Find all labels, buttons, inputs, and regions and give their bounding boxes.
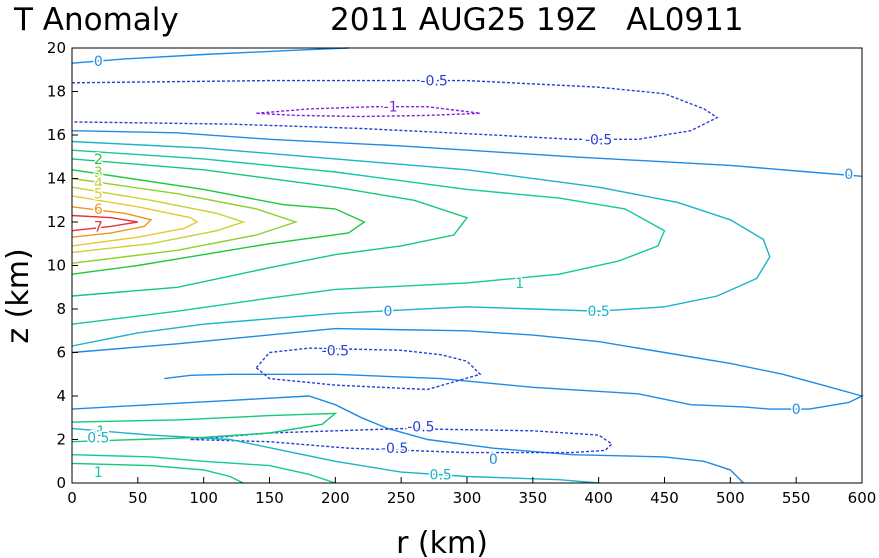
contour-label-13: 0 <box>384 304 393 320</box>
contour-label-22: 1 <box>94 465 103 481</box>
contour-label-10: 7 <box>94 219 103 235</box>
x-tick-label-400: 400 <box>584 489 613 507</box>
contour-line-10 <box>71 195 199 247</box>
x-tick-label-300: 300 <box>453 489 482 507</box>
y-tick-label-0: 0 <box>56 474 66 492</box>
x-tick-label-0: 0 <box>67 489 77 507</box>
contour-line-1 <box>71 79 719 141</box>
y-tick-label-12: 12 <box>47 213 66 231</box>
contour-layer <box>71 47 864 484</box>
contour-line-7 <box>71 169 366 275</box>
contour-line-15 <box>71 395 744 484</box>
contour-label-18: -0.5 <box>407 419 434 435</box>
contour-line-12 <box>71 214 138 232</box>
contour-line-2 <box>256 105 481 118</box>
y-tick-label-14: 14 <box>47 170 66 188</box>
contour-label-6: 3 <box>94 165 103 181</box>
contour-label-21: 0.5 <box>430 467 452 483</box>
contour-line-8 <box>71 177 299 264</box>
y-tick-label-18: 18 <box>47 83 66 101</box>
y-axis-label: z (km) <box>1 248 36 343</box>
contour-label-12: 0.5 <box>588 304 610 320</box>
contour-label-3: -0.5 <box>585 132 612 148</box>
y-axis: 0 2 4 6 8 10 12 14 16 18 20 <box>47 39 78 492</box>
contour-label-20: 0 <box>489 452 498 468</box>
contour-label-11: 1 <box>515 276 524 292</box>
contour-label-layer: 0-0.5-1-0.5023456710.50-0.50-10.5-0.5-0.… <box>86 53 855 485</box>
y-tick-label-2: 2 <box>56 431 66 449</box>
contour-label-7: 4 <box>94 176 103 192</box>
contour-line-6 <box>71 158 469 297</box>
contour-line-4 <box>71 140 771 347</box>
contour-label-1: -0.5 <box>420 74 447 90</box>
x-tick-label-250: 250 <box>387 489 416 507</box>
x-tick-label-50: 50 <box>128 489 147 507</box>
contour-line-0 <box>71 47 349 64</box>
contour-line-5 <box>71 149 666 325</box>
x-tick-label-450: 450 <box>650 489 679 507</box>
x-tick-label-500: 500 <box>716 489 745 507</box>
x-tick-label-100: 100 <box>189 489 218 507</box>
contour-label-16: -1 <box>91 424 105 440</box>
contour-label-5: 2 <box>94 152 103 168</box>
contour-line-9 <box>71 186 246 254</box>
contour-line-14 <box>255 347 482 391</box>
contour-line-3 <box>71 130 863 177</box>
y-tick-label-4: 4 <box>56 387 66 405</box>
x-tick-label-150: 150 <box>255 489 284 507</box>
contour-line-13 <box>71 327 864 410</box>
contour-line-18 <box>71 454 336 484</box>
contour-label-15: 0 <box>792 402 801 418</box>
contour-label-14: -0.5 <box>322 343 349 359</box>
contour-label-17: 0.5 <box>87 430 109 446</box>
contour-label-2: -1 <box>384 100 398 116</box>
x-tick-label-550: 550 <box>782 489 811 507</box>
y-tick-label-8: 8 <box>56 300 66 318</box>
x-axis: 0 50 100 150 200 250 300 350 400 450 500 550 600 <box>67 477 876 507</box>
y-tick-label-10: 10 <box>47 257 66 275</box>
x-axis-label: r (km) <box>396 526 488 558</box>
contour-label-0: 0 <box>94 54 103 70</box>
contour-line-11 <box>71 206 153 238</box>
contour-label-4: 0 <box>844 167 853 183</box>
contour-line-17 <box>71 427 599 484</box>
y-tick-label-20: 20 <box>47 39 66 57</box>
contour-line-20 <box>71 462 244 484</box>
x-tick-label-600: 600 <box>848 489 877 507</box>
x-tick-label-350: 350 <box>519 489 548 507</box>
contour-label-8: 5 <box>94 187 103 203</box>
chart-title-left: T Anomaly <box>13 2 179 38</box>
contour-line-19 <box>71 412 338 443</box>
contour-label-19: -0.5 <box>381 441 408 457</box>
x-tick-label-200: 200 <box>321 489 350 507</box>
contour-label-9: 6 <box>94 202 103 218</box>
y-tick-label-16: 16 <box>47 126 66 144</box>
y-tick-label-6: 6 <box>56 344 66 362</box>
chart-title-right: 2011 AUG25 19Z AL0911 <box>330 2 744 38</box>
